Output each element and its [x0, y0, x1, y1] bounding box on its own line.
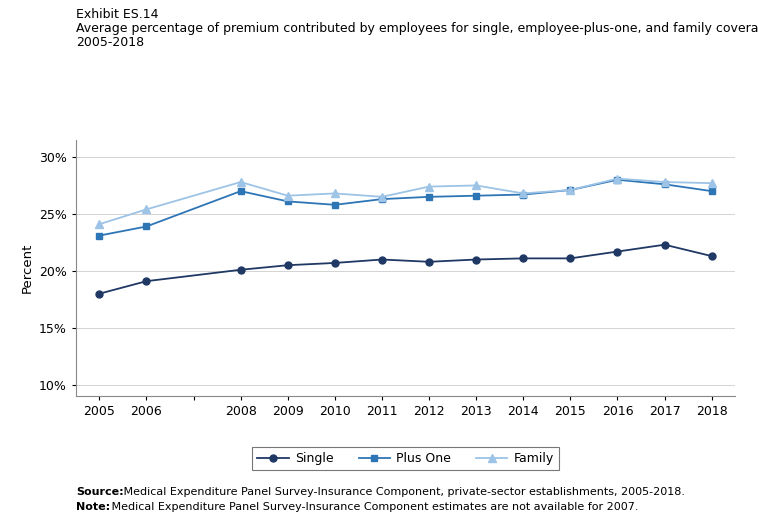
- Text: Average percentage of premium contributed by employees for single, employee-plus: Average percentage of premium contribute…: [76, 22, 758, 35]
- Text: Medical Expenditure Panel Survey-Insurance Component estimates are not available: Medical Expenditure Panel Survey-Insuran…: [108, 502, 638, 512]
- Legend: Single, Plus One, Family: Single, Plus One, Family: [252, 448, 559, 470]
- Text: Source:: Source:: [76, 487, 124, 497]
- Text: Exhibit ES.14: Exhibit ES.14: [76, 8, 158, 21]
- Y-axis label: Percent: Percent: [20, 243, 33, 293]
- Text: Note:: Note:: [76, 502, 110, 512]
- Text: 2005-2018: 2005-2018: [76, 36, 144, 49]
- Text: Medical Expenditure Panel Survey-Insurance Component, private-sector establishme: Medical Expenditure Panel Survey-Insuran…: [120, 487, 684, 497]
